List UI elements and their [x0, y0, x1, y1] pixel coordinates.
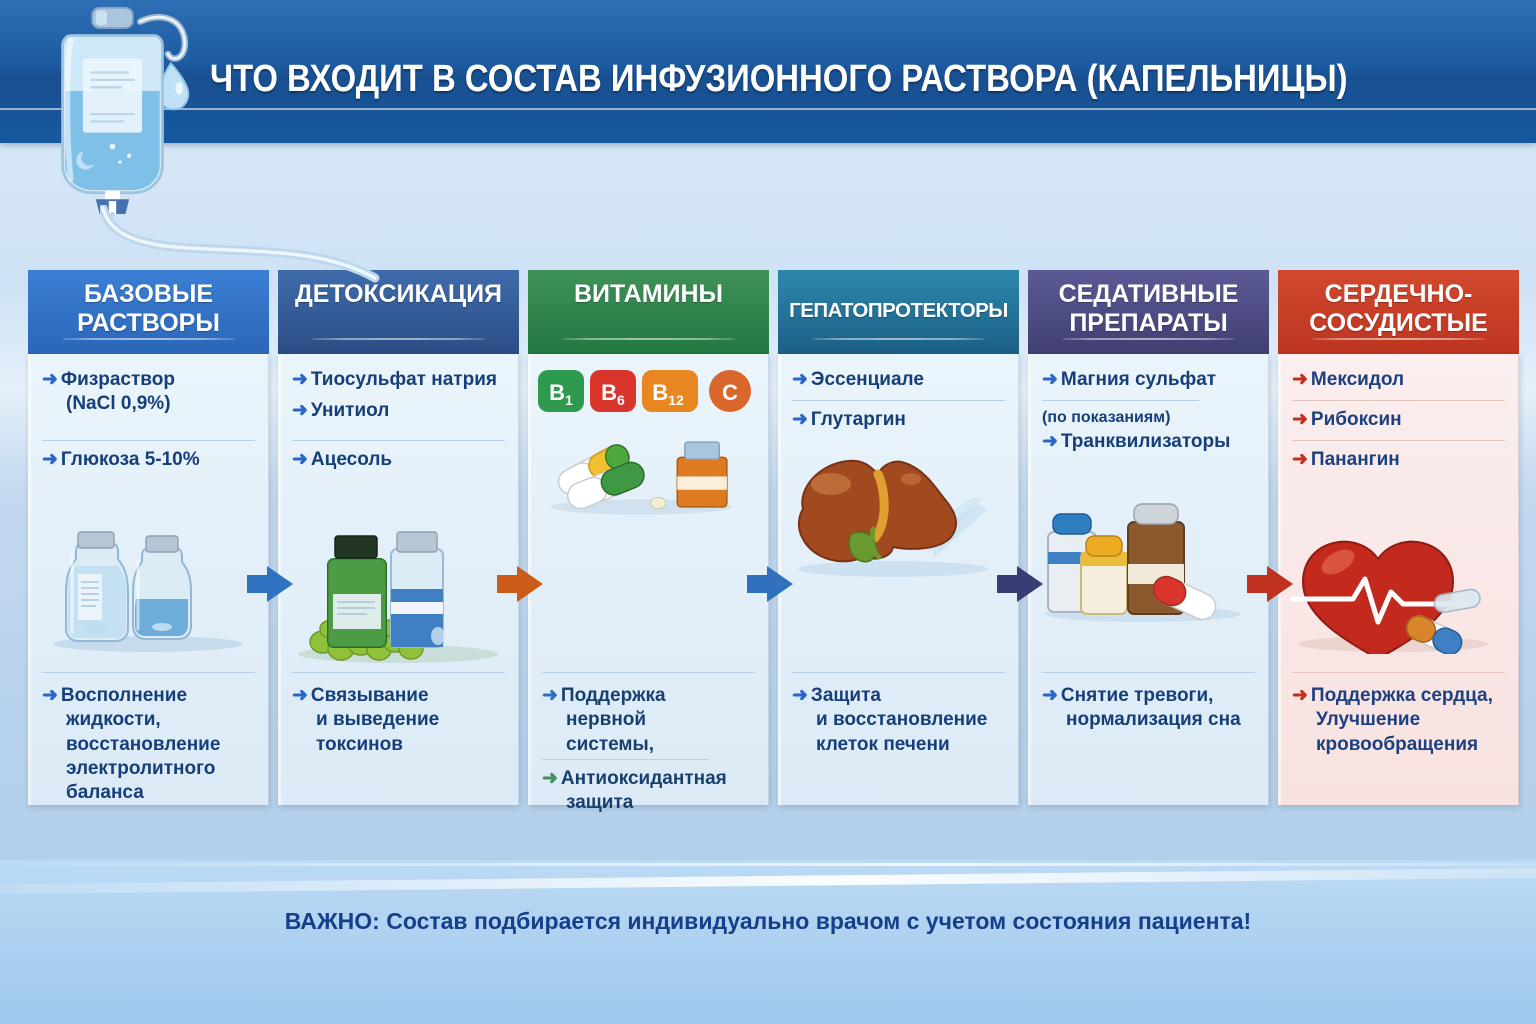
- svg-text:C: C: [722, 380, 738, 405]
